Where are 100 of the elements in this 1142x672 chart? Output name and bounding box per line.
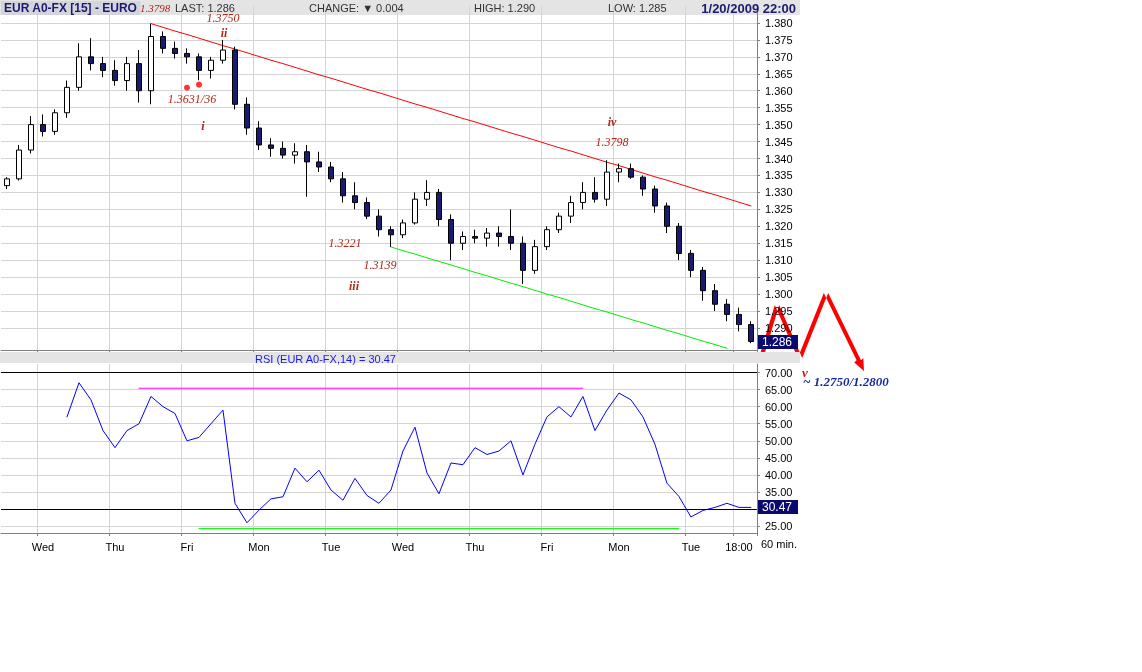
annotation: 1.3139 bbox=[363, 258, 397, 272]
candlestick bbox=[340, 171, 346, 204]
candlestick bbox=[184, 47, 190, 65]
y-tick-label: 40.00 bbox=[764, 468, 793, 481]
candlestick bbox=[724, 298, 730, 322]
x-tick-label: Thu bbox=[465, 540, 485, 553]
annotation: ii bbox=[220, 26, 228, 40]
candlestick bbox=[580, 181, 586, 210]
y-tick-label: 35.00 bbox=[764, 486, 793, 499]
y-tick-label: 1.380 bbox=[765, 16, 793, 29]
candlestick bbox=[316, 151, 322, 173]
y-tick-label: 1.310 bbox=[765, 254, 793, 267]
y-tick-label: 1.355 bbox=[765, 101, 793, 114]
line-series bbox=[150, 23, 752, 207]
y-tick-label: 1.345 bbox=[765, 135, 793, 148]
candlestick bbox=[520, 235, 526, 285]
candlestick bbox=[28, 115, 34, 154]
y-tick-label: 25.00 bbox=[764, 520, 793, 533]
y-tick-label: 1.350 bbox=[765, 118, 793, 131]
annotation: i bbox=[201, 119, 206, 133]
candlestick bbox=[52, 108, 58, 136]
candlestick bbox=[484, 227, 490, 248]
candlestick bbox=[616, 163, 622, 183]
text: v bbox=[802, 364, 809, 380]
candlestick bbox=[748, 320, 754, 344]
y-tick-label: 1.335 bbox=[765, 169, 793, 182]
candlestick bbox=[400, 219, 406, 239]
candlestick bbox=[292, 142, 298, 165]
line-series bbox=[66, 382, 752, 524]
x-tick-label: Wed bbox=[31, 540, 55, 553]
candlestick bbox=[604, 159, 610, 207]
candlestick bbox=[124, 56, 130, 92]
candlestick bbox=[40, 113, 46, 137]
annotation: 1.3798 bbox=[595, 135, 629, 149]
candlestick bbox=[88, 37, 94, 71]
candlestick bbox=[532, 239, 538, 275]
candlestick bbox=[736, 307, 742, 332]
candlestick bbox=[244, 97, 250, 136]
candlestick bbox=[16, 144, 22, 182]
annotation: iv bbox=[607, 115, 617, 129]
candlestick bbox=[712, 283, 718, 312]
candlestick bbox=[328, 161, 334, 183]
candlestick bbox=[136, 49, 142, 104]
y-tick-label: 45.00 bbox=[764, 451, 793, 464]
candlestick bbox=[364, 196, 370, 220]
candlestick bbox=[460, 230, 466, 251]
annotation: 1.3631/36 bbox=[167, 92, 217, 106]
candlestick bbox=[688, 249, 694, 278]
y-tick-label: 65.00 bbox=[764, 383, 793, 396]
candlestick bbox=[148, 23, 154, 105]
candlestick bbox=[388, 225, 394, 248]
candlestick bbox=[496, 225, 502, 248]
text: 1.286 bbox=[762, 335, 793, 349]
candlestick bbox=[640, 174, 646, 197]
y-tick-label: 1.360 bbox=[765, 84, 793, 97]
y-tick-label: 1.325 bbox=[765, 203, 793, 216]
candlestick bbox=[280, 141, 286, 160]
candlestick bbox=[76, 42, 82, 92]
x-tick-label: Mon bbox=[608, 540, 630, 553]
candlestick bbox=[556, 212, 562, 234]
y-tick-label: 55.00 bbox=[764, 417, 793, 430]
candlestick bbox=[448, 213, 454, 261]
chart-title: EUR A0-FX [15] - EURO bbox=[4, 1, 137, 15]
x-tick-label: Mon bbox=[248, 540, 270, 553]
candlestick bbox=[268, 137, 274, 158]
y-tick-label: 1.375 bbox=[765, 33, 793, 46]
x-tick-label: Tue bbox=[321, 540, 341, 553]
candlestick bbox=[196, 52, 202, 81]
candlestick bbox=[652, 185, 658, 214]
x-tick-label: Tue bbox=[681, 540, 701, 553]
x-tick-label: Fri bbox=[180, 540, 194, 553]
candlestick bbox=[160, 30, 166, 54]
x-tick-label: Wed bbox=[391, 540, 415, 553]
x-axis-title: 60 min. bbox=[760, 537, 798, 550]
candlestick bbox=[424, 179, 430, 207]
y-tick-label: 1.315 bbox=[765, 237, 793, 250]
candlestick bbox=[376, 208, 382, 237]
candlestick bbox=[592, 176, 598, 204]
annotation: LOW: 1.285 bbox=[608, 2, 667, 14]
candlestick bbox=[304, 144, 310, 198]
annotation: LAST: 1.286 bbox=[175, 2, 235, 14]
y-tick-label: 1.340 bbox=[765, 152, 793, 165]
annotation: CHANGE: ▼ 0.004 bbox=[309, 2, 404, 14]
candlestick bbox=[64, 80, 70, 119]
candlestick bbox=[700, 266, 706, 302]
candlestick bbox=[112, 59, 118, 87]
text: 30.47 bbox=[762, 500, 793, 514]
annotation: iii bbox=[348, 279, 360, 293]
y-tick-label: 70.00 bbox=[764, 366, 793, 379]
candlestick bbox=[472, 229, 478, 244]
y-tick-label: 60.00 bbox=[764, 400, 793, 413]
chart-title: RSI (EUR A0-FX,14) = 30.47 bbox=[255, 352, 396, 365]
candlestick bbox=[172, 41, 178, 60]
candlestick bbox=[220, 39, 226, 65]
candlestick bbox=[436, 188, 442, 227]
x-tick-label: 18:00 bbox=[725, 540, 753, 553]
y-tick-label: 1.370 bbox=[765, 50, 793, 63]
candlestick bbox=[100, 56, 106, 78]
x-tick-label: Thu bbox=[105, 540, 125, 553]
candlestick bbox=[232, 46, 238, 110]
